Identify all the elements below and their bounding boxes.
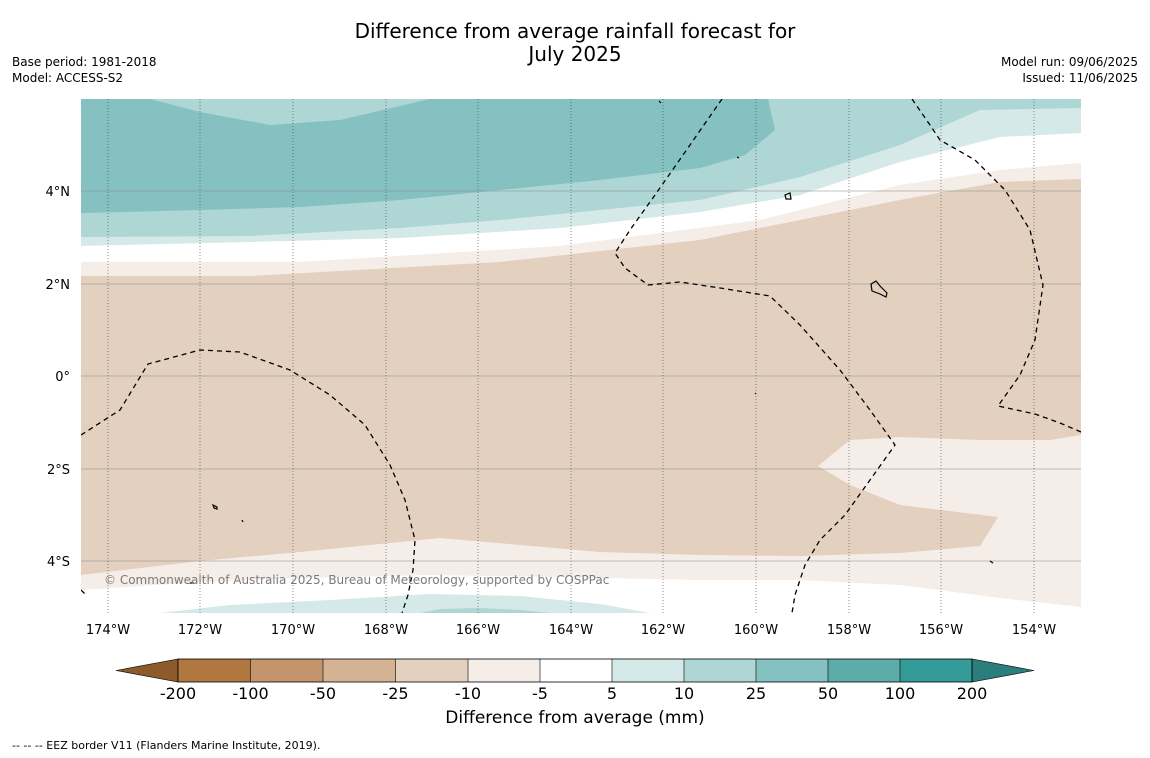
- lat-gridlines: [81, 190, 1081, 562]
- map-title-line2: July 2025: [528, 42, 622, 66]
- colorbar-seg-10: [900, 659, 972, 682]
- cb-tick-9: 50: [818, 684, 838, 700]
- lon-label-172w: 172°W: [178, 623, 222, 638]
- cb-tick-8: 25: [746, 684, 766, 700]
- lon-label-158w: 158°W: [827, 623, 871, 638]
- eez-note: -- -- -- EEZ border V11 (Flanders Marine…: [12, 739, 321, 752]
- lon-label-160w: 160°W: [734, 623, 778, 638]
- islands: [190, 100, 994, 584]
- lon-label-164w: 164°W: [549, 623, 593, 638]
- colorbar-ticks: -200 -100 -50 -25 -10 -5 5 10 25 50 100 …: [160, 684, 987, 700]
- cb-tick-2: -50: [310, 684, 336, 700]
- info-right: Model run: 09/06/2025 Issued: 11/06/2025: [1001, 54, 1138, 86]
- base-period: Base period: 1981-2018: [12, 55, 157, 69]
- band-minus-10: [81, 179, 1081, 575]
- cb-tick-6: 5: [607, 684, 617, 700]
- colorbar-seg-8: [756, 659, 828, 682]
- lon-label-168w: 168°W: [364, 623, 408, 638]
- info-left: Base period: 1981-2018 Model: ACCESS-S2: [12, 54, 157, 86]
- issued-date: Issued: 11/06/2025: [1022, 71, 1138, 85]
- colorbar-seg-6: [612, 659, 684, 682]
- lon-label-170w: 170°W: [271, 623, 315, 638]
- colorbar-seg-5: [540, 659, 612, 682]
- colorbar-seg-1: [250, 659, 323, 682]
- cb-tick-1: -100: [232, 684, 268, 700]
- colorbar-seg-0: [178, 659, 251, 682]
- colorbar-seg-2: [323, 659, 396, 682]
- copyright-notice: © Commonwealth of Australia 2025, Bureau…: [104, 573, 609, 587]
- colorbar-seg-4: [468, 659, 540, 682]
- lon-labels: 174°W 172°W 170°W 168°W 166°W 164°W 162°…: [86, 623, 1056, 638]
- colorbar-label: Difference from average (mm): [445, 708, 705, 728]
- lon-label-154w: 154°W: [1012, 623, 1056, 638]
- lat-label-4n: 4°N: [46, 185, 71, 200]
- lat-label-2n: 2°N: [46, 278, 71, 293]
- band-south-plus-10: [420, 608, 550, 613]
- rainfall-field: [81, 99, 1081, 613]
- lat-label-2s: 2°S: [47, 463, 70, 478]
- colorbar-seg-3: [395, 659, 468, 682]
- model-run: Model run: 09/06/2025: [1000, 55, 1138, 69]
- map-title-line1: Difference from average rainfall forecas…: [354, 19, 796, 43]
- lon-label-162w: 162°W: [641, 623, 685, 638]
- colorbar-extend-high: [971, 658, 1035, 683]
- band-plus-25: [81, 99, 775, 213]
- cb-tick-4: -10: [455, 684, 481, 700]
- cb-tick-11: 200: [957, 684, 988, 700]
- colorbar: -200 -100 -50 -25 -10 -5 5 10 25 50 100 …: [115, 658, 1035, 700]
- colorbar-extend-low: [115, 658, 179, 683]
- lon-label-166w: 166°W: [456, 623, 500, 638]
- cb-tick-5: -5: [532, 684, 548, 700]
- lat-label-4s: 4°S: [47, 555, 70, 570]
- cb-tick-7: 10: [674, 684, 694, 700]
- cb-tick-0: -200: [160, 684, 196, 700]
- cb-tick-3: -25: [382, 684, 408, 700]
- rainfall-map: 4°N 2°N 0° 2°S 4°S 174°W 172°W 170°W 168…: [46, 99, 1081, 700]
- cb-tick-10: 100: [885, 684, 916, 700]
- lat-labels: 4°N 2°N 0° 2°S 4°S: [46, 185, 71, 570]
- model-name: Model: ACCESS-S2: [12, 71, 124, 85]
- lon-label-156w: 156°W: [919, 623, 963, 638]
- eez-borders: [81, 99, 1081, 613]
- lat-label-0: 0°: [55, 370, 70, 385]
- colorbar-seg-9: [828, 659, 900, 682]
- lon-label-174w: 174°W: [86, 623, 130, 638]
- colorbar-seg-7: [684, 659, 756, 682]
